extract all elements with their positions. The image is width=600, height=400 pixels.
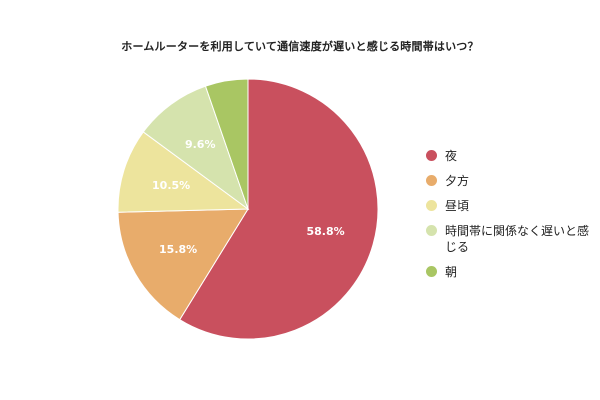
legend-item-3: 時間帯に関係なく遅いと感じる — [426, 223, 598, 255]
chart-title: ホームルーターを利用していて通信速度が遅いと感じる時間帯はいつ？ — [121, 40, 479, 53]
slice-data-label-3: 9.6% — [185, 138, 216, 151]
legend-label: 昼頃 — [445, 199, 470, 213]
pie-slice-3 — [142, 85, 249, 211]
legend: 夜夕方昼頃時間帯に関係なく遅いと感じる朝 — [426, 148, 598, 289]
slice-data-label-1: 15.8% — [159, 243, 197, 256]
legend-item-4: 朝 — [426, 264, 598, 280]
legend-item-0: 夜 — [426, 148, 598, 164]
legend-label: 朝 — [445, 265, 458, 279]
legend-swatch-icon — [426, 200, 437, 211]
legend-swatch-icon — [426, 175, 437, 186]
pie-slice-0 — [179, 78, 379, 340]
legend-label: 時間帯に関係なく遅いと感じる — [445, 224, 590, 254]
slice-data-label-2: 10.5% — [152, 179, 190, 192]
pie-slice-4 — [204, 78, 249, 210]
legend-swatch-icon — [426, 266, 437, 277]
slice-data-label-0: 58.8% — [306, 225, 344, 238]
legend-label: 夜 — [445, 149, 458, 163]
legend-swatch-icon — [426, 225, 437, 236]
pie-slice-1 — [117, 208, 249, 321]
pie-slice-2 — [117, 131, 250, 213]
legend-label: 夕方 — [445, 174, 470, 188]
legend-item-2: 昼頃 — [426, 198, 598, 214]
legend-item-1: 夕方 — [426, 173, 598, 189]
legend-swatch-icon — [426, 150, 437, 161]
